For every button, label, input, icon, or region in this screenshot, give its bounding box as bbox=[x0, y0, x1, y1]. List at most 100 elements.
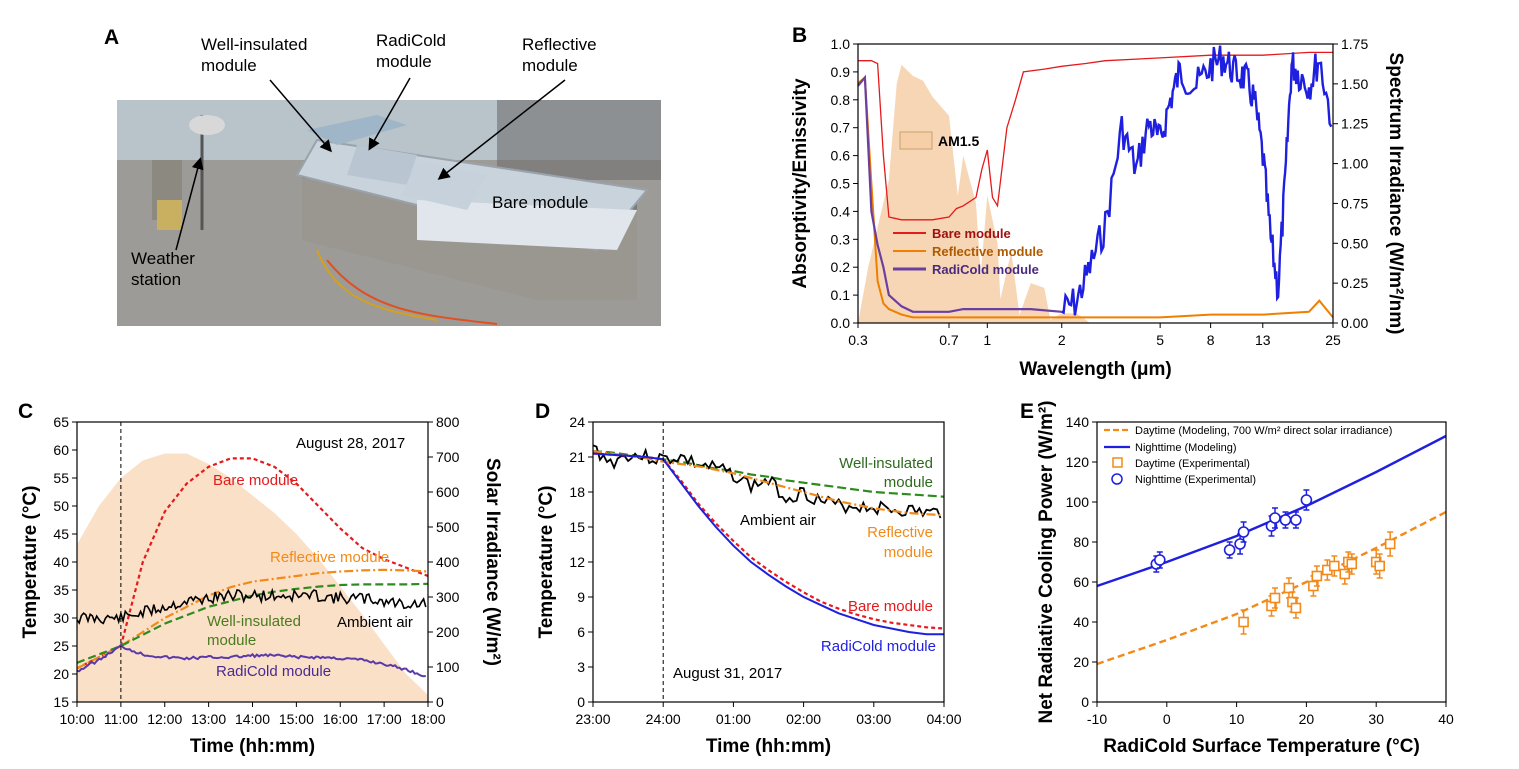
y-tick-label: 40 bbox=[53, 554, 69, 570]
y2-tick-label: 0 bbox=[436, 694, 444, 710]
y-tick-label: 0.5 bbox=[831, 176, 851, 192]
legend-label: Reflective module bbox=[932, 244, 1043, 259]
x-tick-label: 03:00 bbox=[856, 711, 891, 727]
y2-tick-label: 1.00 bbox=[1341, 156, 1368, 172]
y-tick-label: 0.7 bbox=[831, 120, 851, 136]
series-bare bbox=[76, 457, 429, 670]
am15-legend-swatch bbox=[899, 131, 933, 150]
day-exp-point bbox=[1283, 582, 1295, 594]
y2-tick-label: 600 bbox=[436, 484, 460, 500]
series-well-insulated bbox=[76, 582, 429, 664]
series-reflective bbox=[857, 75, 1334, 319]
series-reflective bbox=[592, 450, 945, 517]
x-tick-label: 24:00 bbox=[646, 711, 681, 727]
y-tick-label: 55 bbox=[53, 470, 69, 486]
day-exp-point bbox=[1269, 592, 1281, 604]
y-tick-label: 140 bbox=[1066, 414, 1090, 430]
series-day-model bbox=[1096, 510, 1447, 666]
x-tick-label: 8 bbox=[1207, 332, 1215, 348]
x-tick-label: 2 bbox=[1058, 332, 1066, 348]
y-tick-label: 20 bbox=[53, 666, 69, 682]
panel-e-letter: E bbox=[1020, 400, 1034, 423]
legend-day-exp-marker bbox=[1112, 457, 1123, 468]
y-tick-label: 24 bbox=[569, 414, 585, 430]
label-radicold: RadiCold module bbox=[376, 31, 446, 71]
y-axis-label: Temperature (°C) bbox=[536, 486, 557, 639]
night-exp-point bbox=[1154, 554, 1166, 566]
x-tick-label: 0.3 bbox=[848, 332, 868, 348]
y2-tick-label: 1.50 bbox=[1341, 76, 1368, 92]
y-tick-label: 15 bbox=[53, 694, 69, 710]
x-tick-label: 10:00 bbox=[59, 711, 94, 727]
y-tick-label: 40 bbox=[1073, 614, 1089, 630]
y-tick-label: 3 bbox=[577, 659, 585, 675]
legend-label: RadiCold module bbox=[932, 262, 1039, 277]
y-tick-label: 0.8 bbox=[831, 92, 851, 108]
y2-tick-label: 700 bbox=[436, 449, 460, 465]
panel-c-letter: C bbox=[18, 400, 33, 423]
y2-axis-label: Spectrum Irradiance (W/m²/nm) bbox=[1385, 53, 1406, 335]
label-ambient: Ambient air bbox=[740, 512, 816, 529]
legend-label: Bare module bbox=[932, 226, 1011, 241]
x-tick-label: -10 bbox=[1087, 711, 1107, 727]
y-tick-label: 0 bbox=[1081, 694, 1089, 710]
x-tick-label: 5 bbox=[1156, 332, 1164, 348]
y2-tick-label: 200 bbox=[436, 624, 460, 640]
x-tick-label: 17:00 bbox=[367, 711, 402, 727]
y-tick-label: 80 bbox=[1073, 534, 1089, 550]
x-tick-label: 13:00 bbox=[191, 711, 226, 727]
x-tick-label: 16:00 bbox=[323, 711, 358, 727]
y2-tick-label: 500 bbox=[436, 519, 460, 535]
x-tick-label: 15:00 bbox=[279, 711, 314, 727]
label-ambient: Ambient air bbox=[337, 614, 413, 631]
x-tick-label: 20 bbox=[1299, 711, 1315, 727]
night-exp-point bbox=[1300, 494, 1313, 506]
label-radicold: RadiCold module bbox=[821, 638, 936, 655]
y-tick-label: 12 bbox=[569, 554, 585, 570]
y-tick-label: 0.0 bbox=[831, 315, 851, 331]
y2-axis-label: Solar Irradiance (W/m²) bbox=[482, 458, 503, 666]
y2-tick-label: 1.75 bbox=[1341, 36, 1368, 52]
x-tick-label: 01:00 bbox=[716, 711, 751, 727]
y-tick-label: 0 bbox=[577, 694, 585, 710]
y-tick-label: 60 bbox=[53, 442, 69, 458]
series-reflective bbox=[76, 568, 429, 670]
legend-label: Daytime (Modeling, 700 W/m² direct solar… bbox=[1135, 425, 1392, 437]
y2-tick-label: 0.50 bbox=[1341, 235, 1368, 251]
annotation-date: August 28, 2017 bbox=[296, 435, 405, 452]
y-tick-label: 60 bbox=[1073, 574, 1089, 590]
day-exp-point bbox=[1290, 602, 1302, 614]
y-axis-label: Temperature (°C) bbox=[20, 486, 41, 639]
y-tick-label: 21 bbox=[569, 449, 585, 465]
night-exp-point bbox=[1237, 526, 1250, 538]
label-well-insulated-1: Well-insulated bbox=[839, 455, 933, 472]
x-axis-label: Wavelength (μm) bbox=[1019, 359, 1171, 380]
am15-shade bbox=[858, 64, 1090, 323]
y-tick-label: 0.9 bbox=[831, 64, 851, 80]
solar-irradiance-area bbox=[77, 453, 428, 702]
x-tick-label: 25 bbox=[1325, 332, 1341, 348]
x-tick-label: 1 bbox=[983, 332, 991, 348]
x-tick-label: 0.7 bbox=[939, 332, 959, 348]
legend-night-exp-marker bbox=[1111, 473, 1123, 485]
x-tick-label: 02:00 bbox=[786, 711, 821, 727]
y2-tick-label: 1.25 bbox=[1341, 116, 1368, 132]
label-well-insulated-1: Well-insulated bbox=[207, 613, 301, 630]
y-tick-label: 35 bbox=[53, 582, 69, 598]
day-exp-point bbox=[1384, 538, 1396, 550]
y2-tick-label: 400 bbox=[436, 554, 460, 570]
night-exp-point bbox=[1279, 514, 1292, 526]
y-tick-label: 30 bbox=[53, 610, 69, 626]
series-bare bbox=[858, 51, 1333, 221]
series-radicold bbox=[76, 643, 426, 678]
y-tick-label: 120 bbox=[1066, 454, 1090, 470]
y2-tick-label: 800 bbox=[436, 414, 460, 430]
legend-label: Nighttime (Modeling) bbox=[1135, 442, 1236, 454]
day-exp-point bbox=[1311, 570, 1323, 582]
series-radicold-visible bbox=[857, 74, 1062, 313]
y-tick-label: 100 bbox=[1066, 494, 1090, 510]
x-tick-label: 14:00 bbox=[235, 711, 270, 727]
day-exp-point bbox=[1329, 560, 1340, 572]
